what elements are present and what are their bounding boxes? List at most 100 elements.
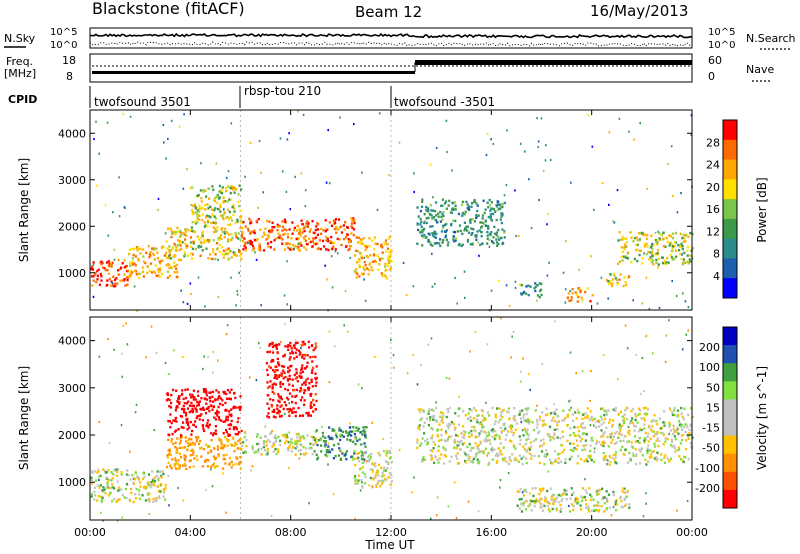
colorbar-tick-label: 100 — [699, 361, 720, 374]
data-cell — [129, 264, 132, 267]
data-cell — [217, 405, 220, 409]
data-cell — [297, 406, 300, 410]
data-cell — [519, 487, 522, 491]
data-cell — [276, 369, 279, 372]
data-cell — [379, 258, 382, 261]
data-cell — [216, 448, 219, 451]
data-cell — [606, 500, 609, 503]
data-cell — [368, 484, 370, 487]
data-cell — [238, 250, 241, 253]
data-cell — [233, 253, 237, 256]
data-cell — [362, 266, 365, 269]
data-cell — [310, 392, 313, 396]
data-cell — [465, 454, 468, 457]
data-cell — [236, 218, 239, 222]
data-cell — [283, 248, 287, 251]
data-cell — [686, 249, 689, 252]
data-cell — [486, 439, 489, 442]
data-cell — [186, 407, 190, 410]
data-cell — [240, 252, 243, 256]
data-cell — [304, 189, 307, 192]
data-cell — [420, 228, 423, 232]
data-cell — [157, 270, 160, 273]
data-cell — [519, 142, 522, 145]
data-cell — [646, 435, 649, 438]
data-cell — [220, 419, 223, 422]
data-cell — [670, 440, 673, 444]
data-cell — [572, 508, 575, 512]
data-cell — [680, 406, 683, 410]
data-cell — [178, 446, 182, 450]
data-cell — [267, 407, 271, 410]
data-cell — [681, 438, 684, 442]
data-cell — [125, 264, 128, 268]
data-cell — [435, 455, 438, 459]
data-cell — [522, 416, 525, 419]
data-cell — [282, 407, 285, 411]
data-cell — [227, 257, 230, 260]
data-cell — [677, 448, 681, 451]
data-cell — [445, 415, 448, 419]
data-cell — [267, 245, 270, 248]
data-cell — [381, 274, 384, 277]
data-cell — [481, 426, 484, 429]
data-cell — [169, 227, 172, 230]
data-cell — [616, 189, 619, 192]
data-cell — [313, 242, 316, 245]
data-cell — [489, 442, 492, 445]
data-cell — [257, 450, 260, 454]
data-cell — [324, 219, 327, 222]
data-cell — [315, 440, 318, 444]
data-cell — [656, 252, 659, 255]
data-cell — [216, 465, 219, 468]
data-cell — [683, 251, 686, 255]
data-cell — [275, 345, 278, 349]
data-cell — [626, 257, 630, 260]
data-cell — [532, 494, 535, 498]
data-cell — [523, 290, 526, 294]
data-cell — [157, 478, 160, 482]
data-cell — [649, 453, 653, 456]
data-cell — [165, 399, 168, 402]
data-cell — [197, 193, 200, 197]
data-cell — [468, 456, 471, 459]
data-cell — [242, 220, 245, 224]
data-cell — [468, 408, 471, 411]
data-cell — [570, 296, 573, 299]
data-cell — [570, 181, 572, 184]
data-cell — [137, 478, 140, 481]
data-cell — [287, 448, 290, 452]
data-cell — [132, 253, 135, 257]
colorbar-frame — [722, 119, 738, 299]
data-cell — [538, 461, 542, 465]
data-cell — [530, 509, 533, 512]
data-cell — [153, 258, 156, 261]
data-cell — [129, 261, 132, 265]
data-cell — [208, 409, 211, 413]
data-cell — [516, 504, 519, 507]
data-cell — [481, 423, 484, 426]
data-cell — [382, 480, 385, 483]
data-cell — [305, 452, 308, 455]
data-cell — [233, 191, 236, 194]
data-cell — [250, 469, 252, 472]
data-cell — [581, 370, 584, 373]
data-cell — [96, 269, 99, 273]
data-cell — [133, 247, 136, 251]
data-cell — [666, 240, 669, 244]
data-cell — [486, 343, 489, 346]
data-cell — [518, 507, 521, 510]
data-cell — [389, 456, 392, 459]
data-cell — [266, 373, 269, 376]
power-ylabel: Slant Range [km] — [17, 158, 31, 262]
data-cell — [655, 433, 659, 436]
data-cell — [664, 360, 667, 363]
data-cell — [296, 246, 299, 250]
data-cell — [118, 176, 120, 179]
data-cell — [490, 231, 493, 234]
data-cell — [670, 249, 674, 252]
data-cell — [576, 498, 579, 501]
data-cell — [438, 423, 441, 426]
data-cell — [126, 278, 129, 282]
data-cell — [240, 448, 243, 451]
